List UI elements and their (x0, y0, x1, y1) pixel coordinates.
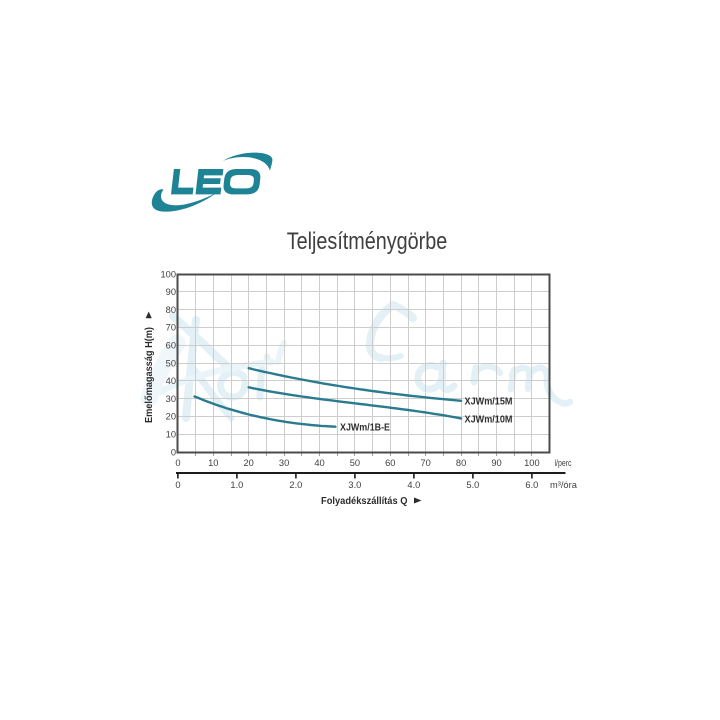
svg-text:90: 90 (166, 287, 176, 297)
svg-text:m³/óra: m³/óra (550, 480, 578, 490)
svg-text:Teljesítménygörbe: Teljesítménygörbe (287, 228, 448, 255)
svg-text:10: 10 (166, 430, 176, 440)
svg-text:60: 60 (385, 458, 395, 468)
svg-text:3.0: 3.0 (348, 480, 361, 490)
svg-text:2.0: 2.0 (289, 480, 302, 490)
svg-text:30: 30 (279, 458, 289, 468)
svg-text:20: 20 (244, 458, 254, 468)
svg-text:60: 60 (166, 341, 176, 351)
svg-text:XJWm/1B-E: XJWm/1B-E (340, 422, 390, 433)
svg-text:80: 80 (456, 458, 466, 468)
svg-text:4.0: 4.0 (407, 480, 420, 490)
svg-text:90: 90 (491, 458, 501, 468)
svg-text:30: 30 (166, 394, 176, 404)
svg-text:100: 100 (160, 269, 176, 279)
svg-text:80: 80 (166, 305, 176, 315)
svg-text:20: 20 (166, 412, 176, 422)
svg-text:5.0: 5.0 (466, 480, 479, 490)
svg-text:Emelőmagasság H(m): Emelőmagasság H(m) (144, 327, 155, 423)
svg-text:10: 10 (208, 458, 218, 468)
svg-text:40: 40 (314, 458, 324, 468)
svg-text:Folyadékszállítás Q: Folyadékszállítás Q (321, 496, 408, 507)
svg-text:0: 0 (175, 480, 180, 490)
svg-text:XJWm/15M: XJWm/15M (465, 397, 513, 408)
svg-text:XJWm/10M: XJWm/10M (465, 415, 513, 426)
svg-text:0: 0 (171, 447, 176, 457)
svg-text:70: 70 (421, 458, 431, 468)
svg-text:100: 100 (524, 458, 540, 468)
svg-text:50: 50 (350, 458, 360, 468)
svg-text:50: 50 (166, 358, 176, 368)
svg-text:l/perc: l/perc (555, 458, 572, 468)
svg-text:6.0: 6.0 (525, 480, 538, 490)
svg-text:1.0: 1.0 (230, 480, 243, 490)
svg-text:0: 0 (175, 458, 180, 468)
svg-text:40: 40 (166, 376, 176, 386)
svg-text:70: 70 (166, 323, 176, 333)
